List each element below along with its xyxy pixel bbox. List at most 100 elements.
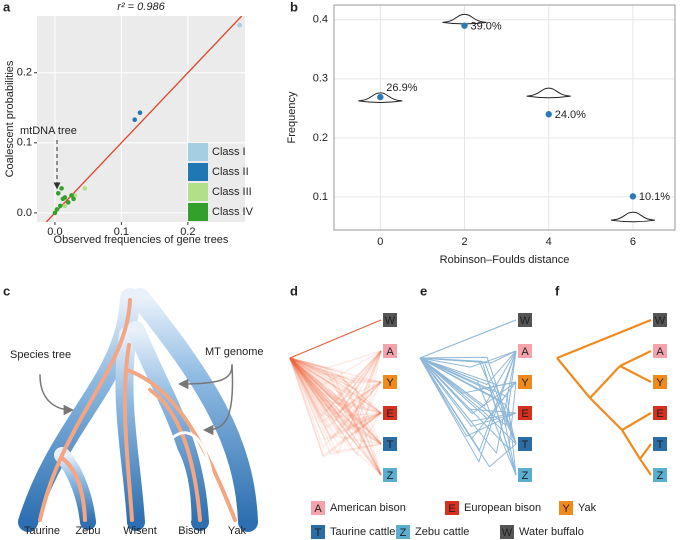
legend-swatch (188, 143, 208, 161)
y-tick-label: 0.4 (313, 14, 328, 26)
legend-code: A (314, 503, 322, 515)
arrow (202, 364, 234, 436)
species-tree (60, 456, 87, 522)
branch (289, 357, 382, 440)
panel-label: e (420, 283, 427, 298)
point (57, 203, 63, 209)
point (62, 195, 68, 200)
tree (289, 319, 382, 476)
x-tick-label: 0.2 (180, 226, 195, 238)
tip-label: A (521, 346, 529, 358)
legend-swatch (311, 525, 325, 539)
branch (289, 357, 382, 422)
tip-box (518, 468, 532, 482)
tip-box (518, 437, 532, 451)
taxon-label: Taurine (24, 525, 60, 537)
tip-label: W (520, 315, 531, 327)
branch (289, 357, 382, 414)
chart-title: r² = 0.986 (117, 1, 165, 13)
branch (289, 357, 382, 383)
x-tick-label: 0.0 (47, 226, 62, 238)
panel-label: b (290, 0, 298, 14)
point (62, 203, 68, 209)
x-tick-label: 2 (461, 236, 467, 248)
branch (621, 429, 641, 460)
panel-label: f (555, 283, 560, 298)
point (377, 93, 384, 101)
branch (289, 357, 382, 414)
branch (419, 350, 517, 427)
x-tick-label: 0 (377, 236, 383, 248)
tip-box (653, 313, 667, 327)
branch (289, 350, 382, 418)
tip-label: E (521, 408, 528, 420)
tip-box (653, 468, 667, 482)
species-tree (148, 388, 202, 522)
point (55, 190, 61, 196)
tip-box (383, 313, 397, 327)
branch (289, 357, 382, 414)
branch (289, 357, 382, 445)
species-tree (38, 298, 132, 522)
value-label: 26.9% (386, 82, 417, 94)
tip-label: Z (387, 470, 394, 482)
x-axis-label: Robinson–Foulds distance (440, 254, 570, 266)
branch (289, 357, 382, 445)
branch (619, 365, 652, 383)
point (52, 210, 58, 216)
tip-box (383, 437, 397, 451)
branch (289, 350, 382, 391)
branch (289, 357, 382, 415)
y-axis-label: Coalescent probabilities (4, 60, 16, 177)
branch (289, 357, 382, 449)
branch (289, 357, 382, 415)
branch (289, 357, 382, 476)
point (137, 110, 143, 115)
y-axis-label: Frequency (286, 91, 298, 143)
legend-label: Zebu cattle (415, 526, 469, 538)
legend-label: Class I (212, 146, 246, 158)
tip-label: W (385, 315, 396, 327)
branch (289, 350, 382, 402)
branch (289, 357, 382, 445)
branch (289, 357, 382, 383)
tip-label: A (656, 346, 664, 358)
branch (289, 357, 382, 450)
branch (556, 318, 652, 360)
branch (289, 357, 382, 476)
branch (289, 357, 382, 476)
branch (289, 357, 382, 433)
branch (289, 357, 382, 455)
branch (419, 357, 517, 394)
branch (289, 350, 382, 407)
x-axis-label: Observed frequencies of gene trees (54, 234, 229, 246)
branch (289, 357, 382, 428)
x-tick-label: 0.1 (114, 226, 129, 238)
legend-swatch (311, 501, 325, 515)
branch (289, 357, 382, 429)
branch (289, 357, 382, 476)
branch (289, 319, 382, 359)
point (461, 22, 468, 29)
tip-label: A (386, 346, 394, 358)
plot-border (333, 4, 676, 231)
branch (639, 458, 652, 476)
branch (419, 357, 517, 445)
tip-label: Z (522, 470, 529, 482)
branch (419, 357, 517, 422)
branch (419, 350, 517, 463)
point (545, 111, 552, 118)
branch (289, 357, 382, 430)
tip-box (383, 344, 397, 358)
branch (289, 357, 382, 445)
species-tree (122, 343, 134, 522)
legend-code: W (502, 527, 513, 539)
branch (289, 357, 382, 441)
branch (289, 357, 382, 476)
species-tree (125, 368, 237, 522)
point (629, 193, 637, 200)
tip-label: T (387, 439, 394, 451)
tip-label: T (522, 439, 529, 451)
branch (289, 357, 382, 414)
